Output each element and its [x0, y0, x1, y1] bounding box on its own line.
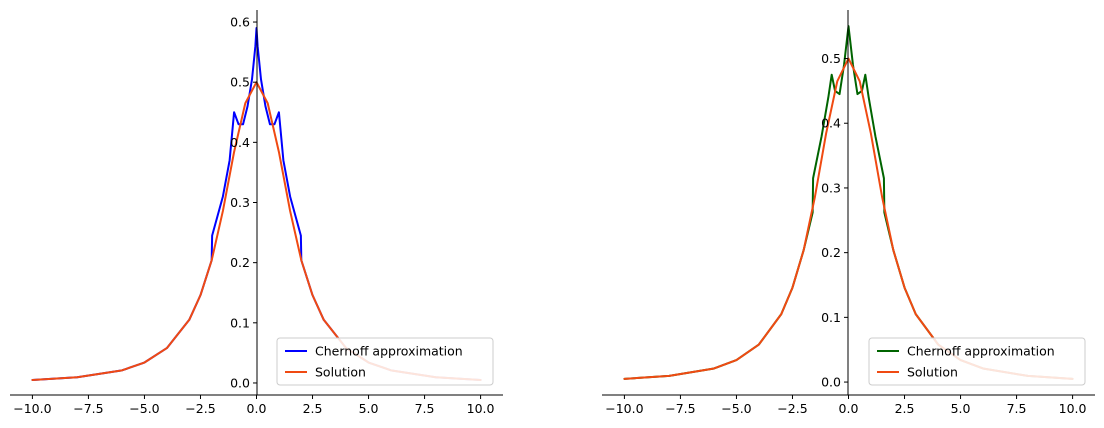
y-tick-label: 0.1 — [230, 315, 250, 330]
y-tick-label: 0.3 — [821, 180, 841, 195]
legend: Chernoff approximation Solution — [276, 337, 494, 386]
x-tick-label: −10.0 — [605, 401, 643, 416]
y-tick-label: 0.4 — [230, 135, 250, 150]
y-tick-label: 0.5 — [230, 75, 250, 90]
x-tick-label: −2.5 — [185, 401, 215, 416]
y-tick-label: 0.6 — [230, 15, 250, 30]
y-tick-label: 0.2 — [230, 255, 250, 270]
y-tick-label: 0.3 — [230, 195, 250, 210]
y-tick-label: 0.5 — [821, 51, 841, 66]
x-tick-label: 7.5 — [1007, 401, 1027, 416]
x-tick-label: −5.0 — [129, 401, 159, 416]
chart-panel-1: −10.0 −7.5 −5.0 −2.5 0.0 2.5 5.0 7.5 10.0 0.0 0.1 0… — [10, 10, 503, 416]
x-tick-label: 2.5 — [895, 401, 915, 416]
y-tick-label: 0.0 — [821, 375, 841, 390]
x-tick-label: −10.0 — [13, 401, 51, 416]
x-tick-label: 10.0 — [467, 401, 495, 416]
y-tick-label: 0.1 — [821, 310, 841, 325]
x-tick-label: −7.5 — [665, 401, 695, 416]
x-tick-label: 7.5 — [415, 401, 435, 416]
x-tick-label: 0.0 — [839, 401, 859, 416]
legend-box — [276, 337, 494, 386]
x-tick-label: −5.0 — [721, 401, 751, 416]
x-tick-label: −2.5 — [777, 401, 807, 416]
legend: Chernoff approximation Solution — [868, 337, 1086, 386]
legend-label: Chernoff approximation — [907, 344, 1055, 359]
x-tick-label: 5.0 — [951, 401, 971, 416]
x-tick-label: −7.5 — [73, 401, 103, 416]
x-tick-label: 0.0 — [247, 401, 267, 416]
y-tick-label: 0.4 — [821, 116, 841, 131]
legend-label: Solution — [907, 365, 958, 380]
y-tick-label: 0.2 — [821, 245, 841, 260]
x-tick-label: 10.0 — [1059, 401, 1087, 416]
x-tick-label: 5.0 — [359, 401, 379, 416]
chart-panel-2: −10.0 −7.5 −5.0 −2.5 0.0 2.5 5.0 7.5 10.0 0.0 0.1 0… — [602, 10, 1095, 416]
legend-label: Chernoff approximation — [315, 344, 463, 359]
legend-box — [868, 337, 1086, 386]
y-tick-label: 0.0 — [230, 375, 250, 390]
legend-label: Solution — [315, 365, 366, 380]
x-tick-label: 2.5 — [303, 401, 323, 416]
